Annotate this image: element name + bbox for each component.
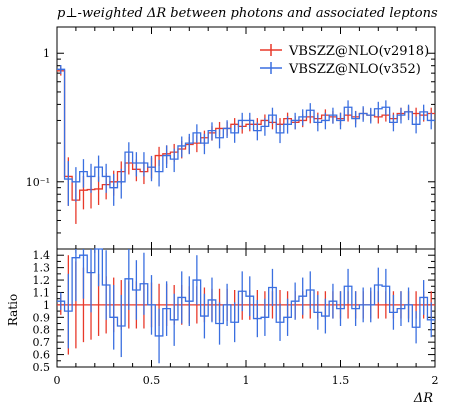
y-tick-label-ratio: 0.6 <box>33 349 51 362</box>
ratio-series-1-line <box>57 248 435 337</box>
main-panel: 1 10⁻¹ <box>26 26 436 250</box>
y-tick-label-ratio: 0.7 <box>33 336 51 349</box>
y-tick-label-ratio: 0.5 <box>33 361 51 374</box>
y-tick-label-main: 1 <box>43 47 50 60</box>
x-tick-label: 0.5 <box>143 374 161 387</box>
y-tick-label-ratio: 1.1 <box>33 286 51 299</box>
main-series-1-line <box>57 68 435 189</box>
x-tick-label: 2 <box>432 374 439 387</box>
legend: VBSZZ@NLO(v2918) VBSZZ@NLO(v352) <box>260 44 429 77</box>
main-panel-frame <box>56 26 436 250</box>
ratio-y-axis-label: Ratio <box>6 294 20 326</box>
y-tick-label-ratio: 1.4 <box>33 249 51 262</box>
ratio-plot-content: 0 0.5 1 1.5 20.50.60.70.80.911.11.21.31.4 <box>33 248 439 387</box>
chart-title: p⊥-weighted ΔR between photons and assoc… <box>57 6 438 21</box>
main-plot-content: 1 10⁻¹ <box>26 27 436 250</box>
y-tick-label-ratio: 1 <box>43 299 50 312</box>
legend-label-v352: VBSZZ@NLO(v352) <box>288 62 421 77</box>
ratio-panel: 0 0.5 1 1.5 20.50.60.70.80.911.11.21.31.4 <box>33 248 439 387</box>
x-tick-label: 1.5 <box>332 374 350 387</box>
x-tick-label: 0 <box>54 374 61 387</box>
x-tick-label: 1 <box>243 374 250 387</box>
legend-label-v2918: VBSZZ@NLO(v2918) <box>288 44 429 59</box>
y-tick-label-ratio: 1.3 <box>33 262 51 275</box>
y-tick-label-ratio: 0.9 <box>33 311 51 324</box>
y-tick-label-ratio: 0.8 <box>33 324 51 337</box>
x-axis-label: ΔR <box>413 391 433 406</box>
y-tick-label-ratio: 1.2 <box>33 274 51 287</box>
y-tick-label-main: 10⁻¹ <box>26 176 50 189</box>
